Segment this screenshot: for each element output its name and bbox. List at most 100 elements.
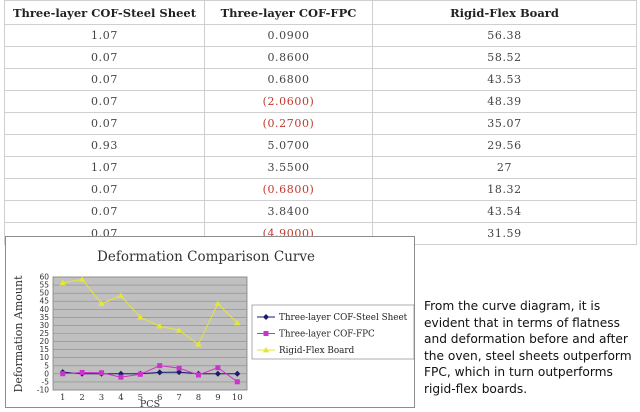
series-3 bbox=[59, 276, 241, 347]
table-cell: 5.0700 bbox=[204, 134, 373, 157]
table-cell: 56.38 bbox=[372, 24, 637, 47]
data-point bbox=[60, 371, 66, 377]
table-cell: 58.52 bbox=[372, 46, 637, 69]
table-header-row: Three-layer COF-Steel Sheet Three-layer … bbox=[4, 0, 637, 25]
table-row: 0.07 0.6800 43.53 bbox=[4, 68, 637, 91]
data-point bbox=[234, 379, 240, 385]
legend-label: Rigid-Flex Board bbox=[279, 346, 355, 356]
table-cell: 1.07 bbox=[4, 156, 205, 179]
table-cell: 18.32 bbox=[372, 178, 637, 201]
data-point bbox=[263, 314, 269, 320]
data-point bbox=[156, 322, 163, 329]
table-cell: 0.07 bbox=[4, 46, 205, 69]
legend-item: Three-layer COF-FPC bbox=[257, 330, 375, 340]
x-tick-label: 8 bbox=[196, 393, 201, 403]
y-tick-label: 60 bbox=[39, 273, 49, 282]
y-tick-label: 50 bbox=[39, 289, 49, 298]
data-point bbox=[215, 365, 221, 371]
y-axis-title: Deformation Amount bbox=[12, 275, 25, 393]
data-point bbox=[214, 370, 221, 377]
grid-lines bbox=[53, 276, 247, 391]
data-point bbox=[59, 279, 66, 286]
y-tick-label: -10 bbox=[37, 386, 49, 395]
data-point bbox=[79, 369, 85, 375]
table-cell: 29.56 bbox=[372, 134, 637, 157]
y-tick-label: 25 bbox=[39, 329, 49, 338]
table-cell: 1.07 bbox=[4, 24, 205, 47]
table-cell: (0.6800) bbox=[204, 178, 373, 201]
table-cell: 0.07 bbox=[4, 200, 205, 223]
x-tick-label: 3 bbox=[99, 393, 104, 403]
table-cell: 0.07 bbox=[4, 90, 205, 113]
table-body: 1.07 0.0900 56.38 0.07 0.8600 58.52 0.07 0.6800… bbox=[4, 24, 637, 245]
y-tick-label: 20 bbox=[39, 337, 49, 346]
data-point bbox=[99, 370, 104, 376]
table-cell: 3.8400 bbox=[204, 200, 373, 223]
x-tick-label: 10 bbox=[232, 393, 243, 403]
table-cell: (2.0600) bbox=[204, 90, 373, 113]
table-row: 0.07 (2.0600) 48.39 bbox=[4, 90, 637, 113]
data-point bbox=[176, 369, 183, 376]
table-row: 0.07 (0.6800) 18.32 bbox=[4, 178, 637, 201]
table-cell: 0.6800 bbox=[204, 68, 373, 91]
series-line bbox=[62, 365, 238, 383]
legend-box bbox=[251, 304, 414, 360]
legend-item: Rigid-Flex Board bbox=[257, 346, 355, 356]
table-cell: 48.39 bbox=[372, 90, 637, 113]
table-row: 0.07 0.8600 58.52 bbox=[4, 46, 637, 69]
table-cell: (0.2700) bbox=[204, 112, 373, 135]
data-point bbox=[214, 300, 222, 306]
data-point bbox=[195, 341, 202, 347]
y-tick-label: 0 bbox=[44, 369, 49, 378]
table-row: 0.07 3.8400 43.54 bbox=[4, 200, 637, 223]
column-header-rigid-flex: Rigid-Flex Board bbox=[372, 0, 637, 25]
data-point bbox=[234, 370, 241, 377]
data-point bbox=[137, 371, 143, 377]
y-tick-label: 45 bbox=[39, 297, 49, 306]
table-cell: 0.07 bbox=[4, 68, 205, 91]
table-cell: 3.5500 bbox=[204, 156, 373, 179]
data-point bbox=[262, 346, 270, 353]
table-row: 1.07 0.0900 56.38 bbox=[4, 24, 637, 47]
data-point bbox=[196, 372, 201, 378]
table-cell: 0.93 bbox=[4, 134, 205, 157]
y-tick-label: 10 bbox=[39, 353, 49, 362]
x-tick-label: 9 bbox=[215, 393, 220, 403]
table-cell: 0.07 bbox=[4, 112, 205, 135]
y-tick-label: 30 bbox=[39, 321, 49, 330]
data-point bbox=[176, 365, 182, 371]
series-layer bbox=[59, 276, 241, 385]
data-point bbox=[157, 363, 163, 369]
chart-panel: -10 -5 0 5 10 15 20 25 30 35 40 45 50 55 60 1 2 3 4 5 6 7 8 9 10… bbox=[5, 236, 415, 408]
chart-title: Deformation Comparison Curve bbox=[97, 249, 315, 265]
table-cell: 35.07 bbox=[372, 112, 637, 135]
y-tick-label: 35 bbox=[39, 313, 49, 322]
y-tick-label: 15 bbox=[39, 345, 49, 354]
table-cell: 31.59 bbox=[372, 222, 637, 245]
table-row: 0.07 (4.9000) 31.59 bbox=[4, 222, 637, 245]
data-table: Three-layer COF-Steel Sheet Three-layer … bbox=[4, 0, 637, 245]
table-row: 0.07 (0.2700) 35.07 bbox=[4, 112, 637, 135]
y-tick-label: 55 bbox=[39, 281, 49, 290]
table-cell: 0.8600 bbox=[204, 46, 373, 69]
series-2 bbox=[60, 363, 240, 385]
column-header-fpc: Three-layer COF-FPC bbox=[204, 0, 373, 25]
data-point bbox=[263, 331, 269, 336]
x-tick-label: 1 bbox=[60, 393, 65, 403]
x-tick-label: 5 bbox=[138, 393, 143, 403]
table-row: 1.07 3.5500 27 bbox=[4, 156, 637, 179]
legend: Three-layer COF-Steel Sheet Three-layer C… bbox=[251, 304, 414, 360]
data-point bbox=[156, 369, 163, 376]
x-axis-title: PCS bbox=[140, 399, 160, 407]
y-tick-label: 5 bbox=[44, 361, 49, 370]
x-tick-label: 4 bbox=[118, 393, 123, 403]
data-point bbox=[78, 276, 86, 282]
series-line bbox=[62, 371, 238, 375]
table-cell: 27 bbox=[372, 156, 637, 179]
table-cell: 43.54 bbox=[372, 200, 637, 223]
x-tick-label: 6 bbox=[157, 393, 162, 403]
y-tick-label: 40 bbox=[39, 305, 49, 314]
legend-item: Three-layer COF-Steel Sheet bbox=[257, 313, 408, 323]
